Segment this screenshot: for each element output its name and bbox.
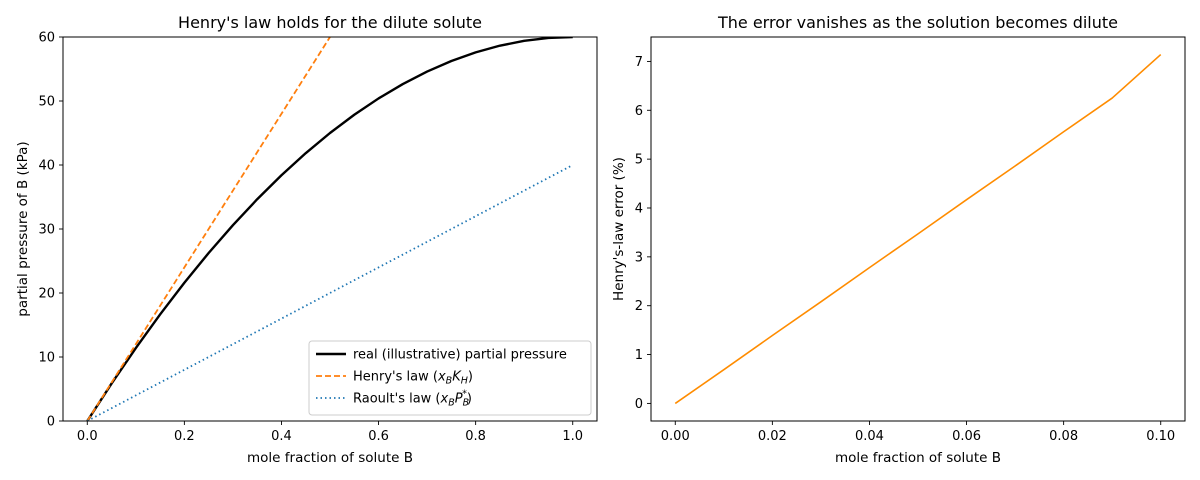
left-chart-title: Henry's law holds for the dilute solute xyxy=(178,13,482,32)
left-x-tick-label: 0.6 xyxy=(368,429,389,444)
right-y-axis-label: Henry's-law error (%) xyxy=(611,157,627,301)
left-y-tick-label: 0 xyxy=(47,415,55,430)
right-y-tick-label: 1 xyxy=(635,348,643,363)
left-x-tick-label: 0.8 xyxy=(465,429,486,444)
left-y-tick-label: 10 xyxy=(38,351,55,366)
left-y-axis-label: partial pressure of B (kPa) xyxy=(15,141,31,316)
left-x-tick-label: 0.2 xyxy=(174,429,195,444)
right-x-tick-label: 0.08 xyxy=(1049,429,1078,444)
left-y-tick-label: 30 xyxy=(38,223,55,238)
right-y-tick-label: 0 xyxy=(635,397,643,412)
left-series-line-0 xyxy=(86,37,573,421)
left-series-line-1 xyxy=(86,37,331,421)
left-y-tick-label: 50 xyxy=(38,95,55,110)
right-series-line-0 xyxy=(674,53,1162,405)
right-x-axis-label: mole fraction of solute B xyxy=(835,450,1001,466)
left-axes-frame xyxy=(62,36,598,422)
left-x-axis-label: mole fraction of solute B xyxy=(247,450,413,466)
right-x-tick-label: 0.10 xyxy=(1146,429,1175,444)
right-x-tick-label: 0.06 xyxy=(952,429,981,444)
right-x-tick-label: 0.04 xyxy=(855,429,884,444)
right-axes-frame xyxy=(650,36,1186,422)
legend-label-henry: Henry's law (xBKH) xyxy=(353,370,473,387)
right-chart-panel: The error vanishes as the solution becom… xyxy=(611,13,1186,466)
legend-label-real: real (illustrative) partial pressure xyxy=(353,348,567,363)
right-x-tick-label: 0.00 xyxy=(661,429,690,444)
right-y-tick-label: 3 xyxy=(635,250,643,265)
left-x-tick-label: 0.0 xyxy=(77,429,98,444)
left-y-tick-label: 60 xyxy=(38,31,55,46)
right-x-tick-label: 0.02 xyxy=(758,429,787,444)
left-legend: real (illustrative) partial pressure Hen… xyxy=(308,340,592,416)
left-x-tick-label: 1.0 xyxy=(562,429,583,444)
right-y-tick-label: 5 xyxy=(635,153,643,168)
right-y-tick-label: 6 xyxy=(635,104,643,119)
right-chart-title: The error vanishes as the solution becom… xyxy=(717,13,1118,32)
left-series-line-2 xyxy=(86,164,574,421)
left-y-tick-label: 20 xyxy=(38,287,55,302)
right-y-tick-label: 2 xyxy=(635,299,643,314)
left-y-tick-label: 40 xyxy=(38,159,55,174)
left-chart-panel: Henry's law holds for the dilute solute … xyxy=(15,13,598,466)
right-y-tick-label: 7 xyxy=(635,55,643,70)
legend-label-raoult: Raoult's law (xBPB*) xyxy=(353,389,472,409)
left-x-tick-label: 0.4 xyxy=(271,429,292,444)
right-y-tick-label: 4 xyxy=(635,201,643,216)
